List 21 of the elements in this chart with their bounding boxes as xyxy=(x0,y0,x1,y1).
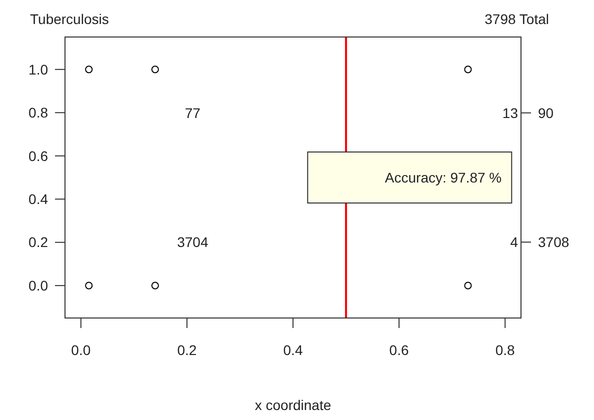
annotation: 13 xyxy=(502,104,518,121)
chart-title: Tuberculosis xyxy=(30,11,109,27)
x-tick-label: 0.4 xyxy=(283,342,303,358)
annotation: 3704 xyxy=(177,234,208,250)
y-tick-label: 0.6 xyxy=(28,148,48,164)
y-tick-label: 0.8 xyxy=(28,104,48,121)
annotation: 77 xyxy=(184,104,201,121)
annotation: Accuracy: 97.87 % xyxy=(384,169,502,186)
x-tick-label: 0.8 xyxy=(495,342,516,358)
text: 90 xyxy=(538,104,554,121)
x-tick-label: 0.2 xyxy=(177,342,197,358)
y-tick-label: 0.2 xyxy=(28,234,48,250)
text: 3798 Total xyxy=(484,11,549,27)
x-axis-title: x coordinate xyxy=(254,397,332,413)
y-tick-label: 0.4 xyxy=(28,191,48,208)
text: 3708 xyxy=(538,234,570,250)
y-tick-label: 0.0 xyxy=(28,277,48,294)
x-tick-label: 0.0 xyxy=(71,342,91,358)
annotation: 4 xyxy=(510,234,518,250)
y-tick-label: 1.0 xyxy=(28,61,48,78)
x-tick-label: 0.6 xyxy=(389,342,409,358)
